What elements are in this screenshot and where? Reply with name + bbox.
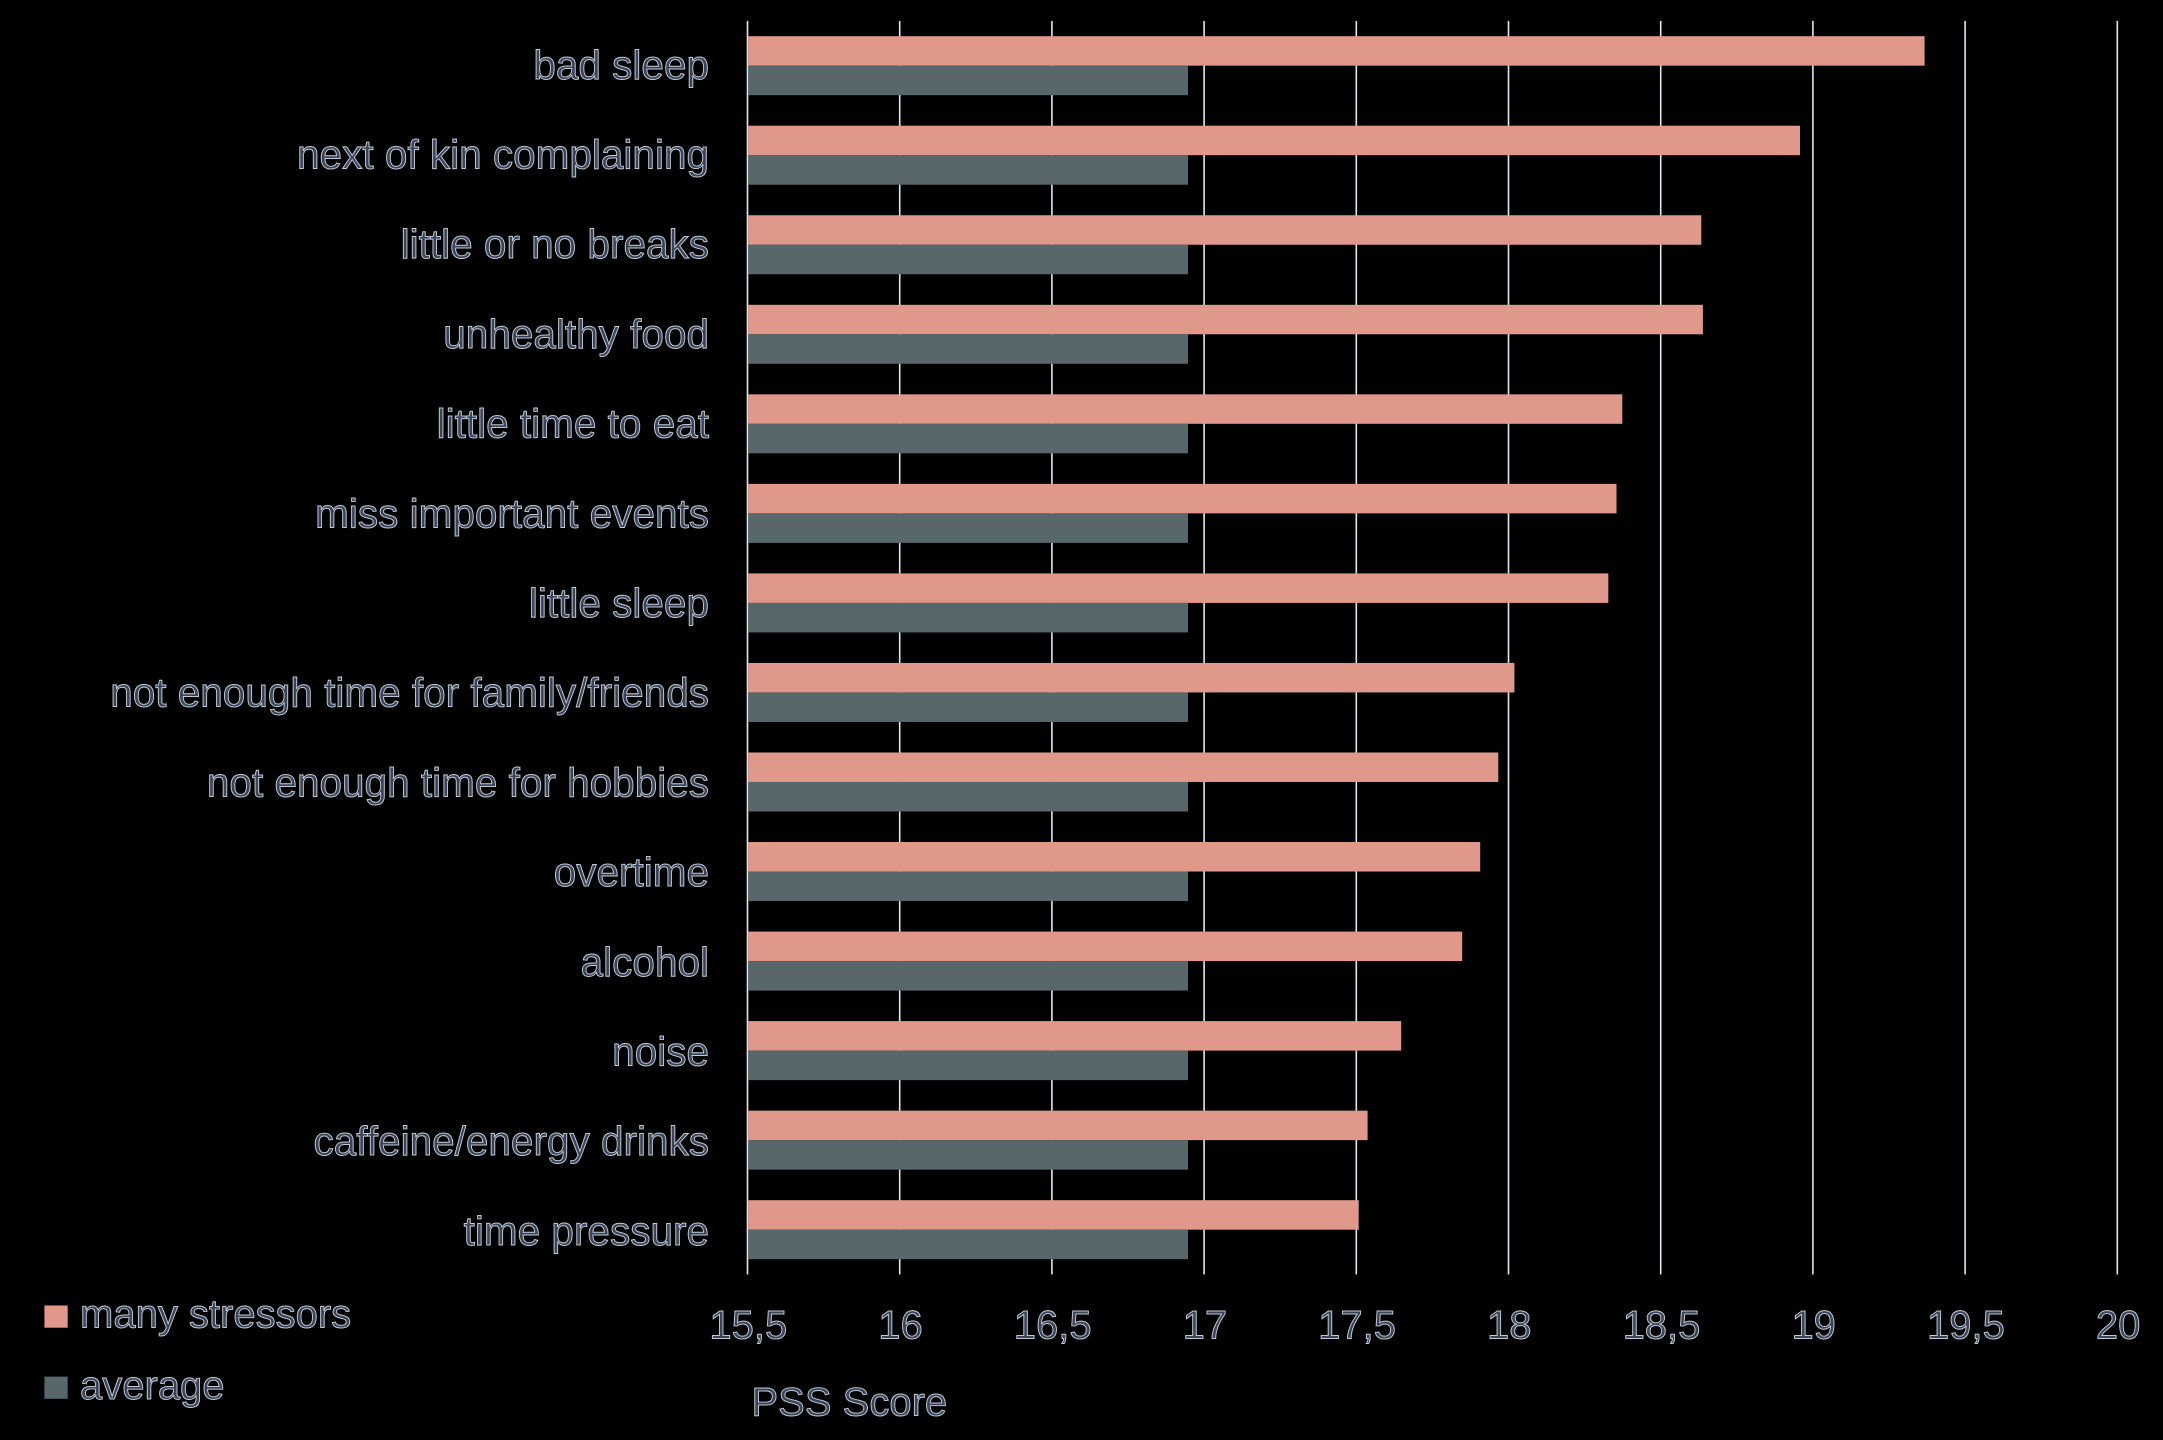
svg-text:time pressure: time pressure xyxy=(464,1208,709,1254)
svg-text:next of kin complaining: next of kin complaining xyxy=(297,132,709,178)
svg-text:18: 18 xyxy=(1487,1304,1532,1348)
svg-text:20: 20 xyxy=(2096,1304,2141,1348)
svg-text:alcohol: alcohol xyxy=(581,939,709,985)
svg-text:16: 16 xyxy=(878,1304,923,1348)
svg-text:17,5: 17,5 xyxy=(1318,1304,1396,1348)
svg-text:15,5: 15,5 xyxy=(709,1304,787,1348)
svg-text:18,5: 18,5 xyxy=(1623,1304,1701,1348)
svg-text:overtime: overtime xyxy=(554,849,709,895)
svg-text:caffeine/energy drinks: caffeine/energy drinks xyxy=(314,1118,710,1164)
svg-text:little or no breaks: little or no breaks xyxy=(401,221,709,267)
svg-text:19,5: 19,5 xyxy=(1927,1304,2005,1348)
svg-text:17: 17 xyxy=(1183,1304,1228,1348)
svg-text:not enough time for family/fri: not enough time for family/friends xyxy=(110,670,709,716)
svg-text:noise: noise xyxy=(612,1029,709,1075)
svg-text:little time to eat: little time to eat xyxy=(437,401,709,447)
svg-text:PSS Score: PSS Score xyxy=(752,1380,948,1424)
svg-text:miss important events: miss important events xyxy=(315,490,709,536)
svg-text:not enough time for hobbies: not enough time for hobbies xyxy=(207,759,709,805)
svg-text:16,5: 16,5 xyxy=(1014,1304,1092,1348)
svg-text:average: average xyxy=(80,1364,225,1408)
svg-text:19: 19 xyxy=(1791,1304,1836,1348)
svg-text:little sleep: little sleep xyxy=(529,580,709,626)
svg-text:many stressors: many stressors xyxy=(80,1293,351,1337)
svg-text:bad sleep: bad sleep xyxy=(533,42,709,88)
svg-text:unhealthy food: unhealthy food xyxy=(443,311,709,357)
